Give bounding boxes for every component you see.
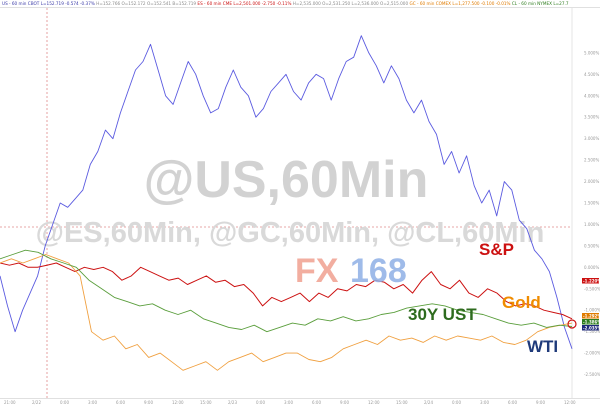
label-gold: Gold bbox=[502, 293, 541, 312]
y-tick-label: 2.500% bbox=[584, 158, 599, 163]
logo-168: 168 bbox=[350, 252, 407, 290]
x-tick-label: 0:00 bbox=[60, 400, 69, 405]
value-badges: -1.220% -1.292%-1.386%-2.035% bbox=[582, 278, 600, 331]
header-item: O=152.541 B=152.719 bbox=[146, 1, 197, 6]
watermark-secondary: @ES,60Min, @GC,60Min, @CL,60Min bbox=[36, 217, 545, 249]
header-item: L=27.7 bbox=[552, 1, 569, 6]
x-tick-label: 9:00 bbox=[144, 400, 153, 405]
series-layer bbox=[0, 35, 573, 371]
value-badge-bg bbox=[582, 319, 599, 325]
y-tick-label: -1.500% bbox=[584, 329, 600, 334]
x-tick-label: 6:00 bbox=[312, 400, 321, 405]
y-tick-label: 5.000% bbox=[584, 50, 599, 55]
label-wti: WTI bbox=[527, 337, 558, 356]
y-tick-label: 1.500% bbox=[584, 201, 599, 206]
x-tick-label: 12:00 bbox=[368, 400, 380, 405]
x-tick-label: 3:00 bbox=[284, 400, 293, 405]
series-line-us bbox=[0, 35, 573, 349]
y-tick-label: 4.000% bbox=[584, 93, 599, 98]
x-tick-label: 2/24 bbox=[424, 400, 433, 405]
x-tick-label: 3:00 bbox=[88, 400, 97, 405]
y-tick-label: 4.500% bbox=[584, 72, 599, 77]
x-tick-label: 2/23 bbox=[228, 400, 237, 405]
value-badge-text: -1.292% bbox=[583, 313, 600, 318]
header-item: L=2,501.000 -2.750 -0.11% bbox=[232, 1, 291, 6]
x-tick-label: 0:00 bbox=[452, 400, 461, 405]
header-item: ES - 60 min CME bbox=[196, 1, 232, 6]
x-tick-label: 6:00 bbox=[116, 400, 125, 405]
logo-fx: FX bbox=[295, 252, 339, 290]
value-badge: -1.220% bbox=[582, 278, 600, 284]
value-badge-text: -1.220% bbox=[583, 278, 600, 283]
watermark-primary: @US,60Min bbox=[144, 151, 429, 209]
value-badge-text: -1.386% bbox=[583, 319, 600, 324]
value-badge-bg bbox=[582, 278, 599, 284]
header-item: GC - 60 min COMEX bbox=[408, 1, 451, 6]
value-badge-text: -2.035% bbox=[583, 325, 600, 330]
header-item: US - 60 min CBOT bbox=[2, 1, 40, 6]
header-item: L=2,536.000 O=2,515.000 bbox=[350, 1, 408, 6]
x-tick-label: 9:00 bbox=[536, 400, 545, 405]
value-badge-bg bbox=[582, 325, 599, 331]
x-tick-label: 21:00 bbox=[4, 400, 16, 405]
y-tick-label: -1.000% bbox=[584, 308, 600, 313]
value-badge: -1.386% bbox=[582, 319, 600, 325]
y-tick-label: 1.000% bbox=[584, 222, 599, 227]
fx168-logo: FX 168 bbox=[295, 252, 407, 290]
x-tick-label: 3:00 bbox=[480, 400, 489, 405]
y-axis-ticks: 5.000% 4.500% 4.000% 3.500% 3.000% 2.500% 2.00… bbox=[584, 50, 600, 377]
x-tick-label: 0:00 bbox=[256, 400, 265, 405]
y-tick-label: -0.500% bbox=[584, 286, 600, 291]
value-badge-bg bbox=[582, 313, 599, 319]
header-item: H=2,535.000 O=2,531.250 bbox=[291, 1, 350, 6]
series-line-es bbox=[0, 262, 573, 320]
x-tick-label: 15:00 bbox=[396, 400, 408, 405]
x-tick-label: 15:00 bbox=[200, 400, 212, 405]
x-tick-label: 6:00 bbox=[508, 400, 517, 405]
header-item: L=152.719 -0.574 -0.37% bbox=[39, 1, 94, 6]
y-tick-label: -2.000% bbox=[584, 351, 600, 356]
last-value-marker bbox=[567, 319, 577, 329]
header-item: L=1,277.500 -0.100 -0.01% bbox=[451, 1, 510, 6]
series-line-gc bbox=[0, 254, 573, 371]
x-axis-ticks: 21:00 2/22 0:00 3:00 6:00 9:00 12:00 15:00 2/23 0… bbox=[4, 400, 576, 405]
y-tick-label: -2.500% bbox=[584, 372, 600, 377]
label-ust: 30Y UST bbox=[408, 305, 477, 324]
y-tick-label: 2.000% bbox=[584, 179, 599, 184]
label-sp: S&P bbox=[479, 240, 514, 259]
y-tick-label: 0.500% bbox=[584, 243, 599, 248]
header-item: CL - 60 min NYMEX bbox=[511, 1, 553, 6]
y-tick-label: 0.000% bbox=[584, 265, 599, 270]
value-badge: -1.292% bbox=[582, 313, 600, 319]
y-tick-label: 3.500% bbox=[584, 115, 599, 120]
series-line-cl bbox=[0, 249, 573, 333]
x-tick-label: 9:00 bbox=[340, 400, 349, 405]
x-tick-label: 12:00 bbox=[172, 400, 184, 405]
header-item: H=152.766 O=152.172 bbox=[95, 1, 146, 6]
y-tick-label: 3.000% bbox=[584, 136, 599, 141]
chart-header-legend: US - 60 min CBOT L=152.719 -0.574 -0.37%… bbox=[2, 1, 569, 6]
value-badge: -2.035% bbox=[582, 325, 600, 331]
x-tick-label: 2/22 bbox=[32, 400, 41, 405]
x-tick-label: 12:00 bbox=[564, 400, 576, 405]
